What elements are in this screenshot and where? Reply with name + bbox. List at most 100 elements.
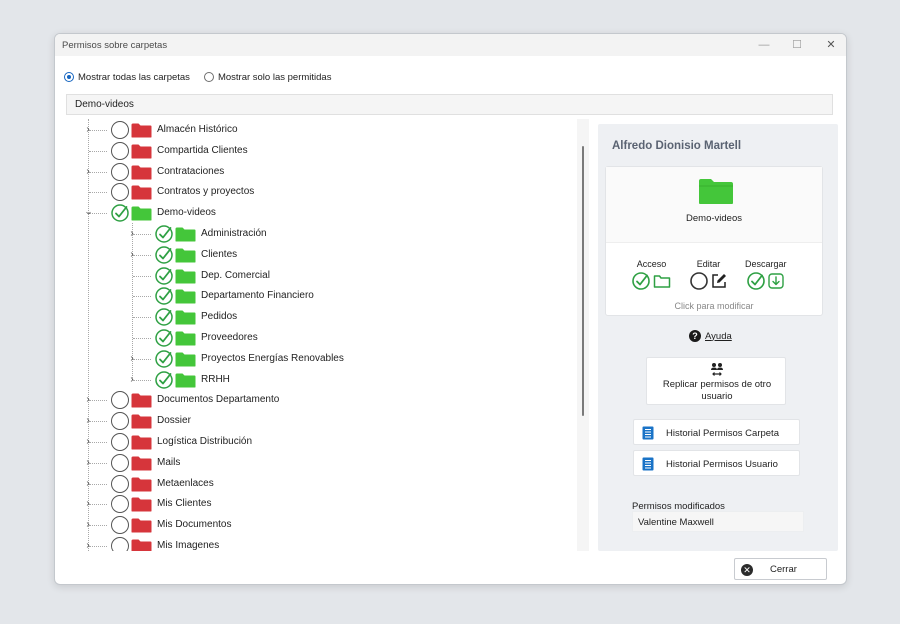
- folder-icon: [131, 185, 152, 200]
- modified-by-value: Valentine Maxwell: [632, 511, 804, 532]
- tree-guide-line: [132, 223, 133, 380]
- download-permission[interactable]: Descargar: [745, 259, 787, 290]
- tree-node[interactable]: › Dossier: [65, 411, 545, 431]
- empty-circle-icon[interactable]: [111, 391, 129, 410]
- tree-node[interactable]: › Almacén Histórico: [65, 120, 545, 140]
- folder-history-label: Historial Permisos Carpeta: [666, 428, 779, 439]
- empty-circle-icon[interactable]: [111, 433, 129, 451]
- tree-node[interactable]: › Demo-videos: [65, 203, 545, 223]
- help-link[interactable]: ? Ayuda: [689, 330, 732, 342]
- download-icon: [768, 273, 784, 289]
- folder-icon: [175, 373, 196, 388]
- tree-connector: [89, 213, 107, 215]
- minimize-button[interactable]: —: [758, 39, 770, 51]
- tree-connector: [89, 462, 107, 464]
- tree-node-label: Pedidos: [201, 311, 238, 323]
- close-button[interactable]: ✕ Cerrar: [734, 558, 827, 580]
- chevron-right-icon[interactable]: ›: [86, 519, 90, 531]
- empty-circle-icon[interactable]: [111, 412, 129, 431]
- check-circle-icon[interactable]: [155, 246, 173, 264]
- tree-node[interactable]: › Administración: [65, 224, 545, 244]
- check-circle-icon[interactable]: [111, 204, 129, 222]
- tree-node[interactable]: › Metaenlaces: [65, 474, 545, 494]
- tree-node[interactable]: Dep. Comercial: [65, 266, 545, 286]
- title-bar: Permisos sobre carpetas — ☐ ✕: [55, 34, 846, 56]
- maximize-button[interactable]: ☐: [792, 39, 802, 51]
- tree-node[interactable]: Departamento Financiero: [65, 286, 545, 306]
- tree-node[interactable]: Contratos y proyectos: [65, 182, 545, 202]
- empty-circle-icon[interactable]: [111, 537, 129, 551]
- tree-node[interactable]: › RRHH: [65, 370, 545, 390]
- chevron-right-icon[interactable]: ›: [130, 373, 134, 385]
- chevron-right-icon[interactable]: ›: [86, 498, 90, 510]
- check-circle-icon[interactable]: [155, 266, 173, 285]
- folder-icon: [131, 144, 152, 159]
- folder-icon: [131, 456, 152, 471]
- tree-node[interactable]: Pedidos: [65, 307, 545, 327]
- empty-circle-icon[interactable]: [111, 141, 129, 160]
- replicate-permissions-label: Replicar permisos de otro usuario: [662, 379, 772, 402]
- scrollbar-thumb[interactable]: [582, 146, 584, 416]
- tree-node-label: Logística Distribución: [157, 436, 253, 447]
- radio-indicator: [203, 72, 214, 82]
- tree-connector: [133, 317, 151, 319]
- chevron-right-icon[interactable]: ›: [86, 415, 90, 427]
- folder-history-button[interactable]: Historial Permisos Carpeta: [633, 419, 800, 445]
- tree-node[interactable]: › Mis Imagenes: [65, 536, 545, 551]
- show-permitted-folders-label: Mostrar solo las permitidas: [217, 71, 332, 83]
- replicate-permissions-button[interactable]: Replicar permisos de otro usuario: [646, 357, 786, 405]
- empty-circle-icon: [690, 272, 708, 290]
- chevron-right-icon[interactable]: ›: [86, 540, 90, 551]
- radio-indicator: [64, 72, 74, 82]
- tree-connector: [89, 171, 107, 173]
- tree-node-label: Proveedores: [201, 332, 258, 343]
- tree-node[interactable]: › Mis Clientes: [65, 494, 545, 514]
- tree-node-label: Documentos Departamento: [157, 394, 280, 406]
- check-circle-icon[interactable]: [155, 350, 173, 368]
- folder-icon: [699, 179, 733, 204]
- tree-node[interactable]: › Logística Distribución: [65, 432, 545, 452]
- empty-circle-icon[interactable]: [111, 453, 129, 472]
- chevron-right-icon[interactable]: ›: [86, 436, 90, 447]
- empty-circle-icon[interactable]: [111, 516, 129, 535]
- chevron-right-icon[interactable]: ›: [86, 477, 90, 489]
- user-history-button[interactable]: Historial Permisos Usuario: [633, 450, 800, 476]
- chevron-right-icon[interactable]: ›: [86, 394, 90, 406]
- check-circle-icon[interactable]: [155, 308, 173, 326]
- chevron-right-icon[interactable]: ›: [130, 228, 134, 239]
- tree-node-label: Almacén Histórico: [157, 124, 238, 135]
- chevron-right-icon[interactable]: ›: [86, 165, 90, 177]
- chevron-right-icon[interactable]: ›: [86, 124, 90, 135]
- tree-node[interactable]: Proveedores: [65, 328, 545, 348]
- check-circle-icon[interactable]: [155, 370, 173, 389]
- tree-scrollbar[interactable]: [577, 119, 589, 551]
- empty-circle-icon[interactable]: [111, 162, 129, 181]
- empty-circle-icon[interactable]: [111, 121, 129, 139]
- chevron-right-icon[interactable]: ›: [130, 248, 134, 260]
- tree-node[interactable]: Compartida Clientes: [65, 141, 545, 161]
- empty-circle-icon[interactable]: [111, 495, 129, 514]
- chevron-right-icon[interactable]: ›: [86, 456, 90, 468]
- check-circle-icon[interactable]: [155, 225, 173, 243]
- show-permitted-folders-radio[interactable]: Mostrar solo las permitidas: [203, 71, 332, 83]
- empty-circle-icon[interactable]: [111, 474, 129, 493]
- tree-node[interactable]: › Proyectos Energías Renovables: [65, 349, 545, 369]
- close-window-button[interactable]: ✕: [826, 39, 836, 51]
- show-all-folders-radio[interactable]: Mostrar todas las carpetas: [64, 72, 190, 83]
- tree-node[interactable]: › Clientes: [65, 245, 545, 265]
- edit-permission[interactable]: Editar: [690, 259, 727, 290]
- tree-node-label: Demo-videos: [157, 207, 216, 219]
- chevron-right-icon[interactable]: ›: [130, 352, 134, 364]
- tree-connector: [133, 296, 151, 298]
- tree-node[interactable]: › Mis Documentos: [65, 515, 545, 535]
- empty-circle-icon[interactable]: [111, 183, 129, 202]
- tree-node-label: Proyectos Energías Renovables: [201, 352, 344, 364]
- tree-node[interactable]: › Documentos Departamento: [65, 390, 545, 410]
- access-permission[interactable]: Acceso: [632, 259, 671, 290]
- chevron-down-icon[interactable]: ›: [83, 211, 94, 215]
- tree-node[interactable]: › Contrataciones: [65, 162, 545, 182]
- check-circle-icon[interactable]: [155, 329, 173, 347]
- check-circle-icon[interactable]: [155, 287, 173, 306]
- tree-node-label: Clientes: [201, 248, 238, 260]
- tree-node[interactable]: › Mails: [65, 453, 545, 473]
